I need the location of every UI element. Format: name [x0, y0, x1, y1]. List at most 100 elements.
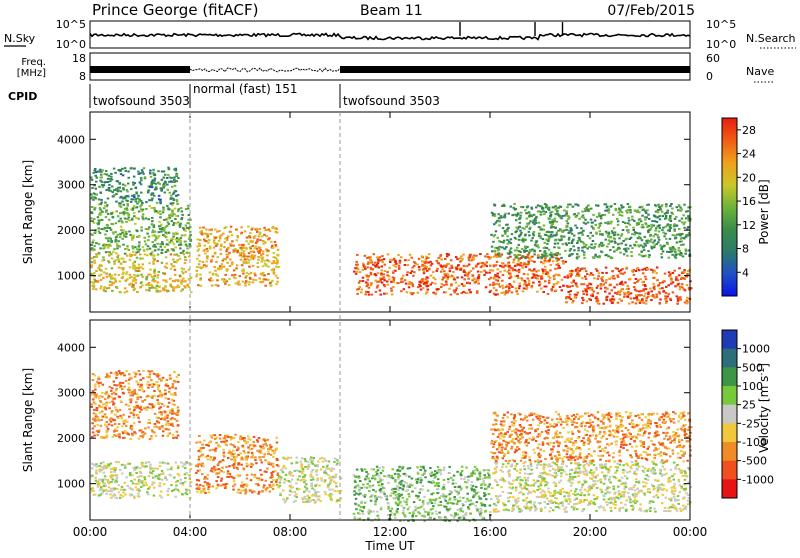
heatmap-cell	[577, 272, 580, 274]
heatmap-cell	[211, 259, 214, 261]
heatmap-cell	[179, 224, 182, 226]
heatmap-cell	[105, 251, 108, 253]
heatmap-cell	[109, 493, 112, 495]
heatmap-cell	[132, 198, 135, 200]
heatmap-cell	[178, 474, 181, 476]
heatmap-cell	[473, 256, 476, 258]
heatmap-cell	[647, 214, 650, 216]
heatmap-cell	[205, 261, 208, 263]
heatmap-cell	[116, 180, 119, 182]
heatmap-cell	[184, 477, 187, 479]
heatmap-cell	[213, 266, 216, 268]
heatmap-cell	[117, 240, 120, 242]
heatmap-cell	[443, 284, 446, 286]
heatmap-cell	[142, 258, 145, 260]
heatmap-cell	[357, 268, 360, 270]
heatmap-cell	[276, 263, 279, 265]
heatmap-cell	[530, 250, 533, 252]
heatmap-cell	[101, 219, 104, 221]
heatmap-cell	[308, 464, 311, 466]
heatmap-cell	[590, 208, 593, 210]
heatmap-cell	[559, 228, 562, 230]
heatmap-cell	[550, 214, 553, 216]
heatmap-cell	[168, 168, 171, 170]
heatmap-cell	[93, 374, 96, 376]
heatmap-cell	[153, 195, 156, 197]
heatmap-cell	[100, 270, 103, 272]
heatmap-cell	[95, 197, 98, 199]
heatmap-cell	[130, 276, 133, 278]
heatmap-cell	[519, 251, 522, 253]
heatmap-cell	[118, 423, 121, 425]
heatmap-cell	[227, 247, 230, 249]
heatmap-cell	[129, 438, 132, 440]
heatmap-cell	[372, 268, 375, 270]
heatmap-cell	[94, 262, 97, 264]
heatmap-cell	[230, 226, 233, 228]
heatmap-cell	[661, 229, 664, 231]
heatmap-cell	[168, 208, 171, 210]
heatmap-cell	[119, 382, 122, 384]
heatmap-cell	[186, 247, 189, 249]
heatmap-cell	[93, 401, 96, 403]
heatmap-cell	[134, 393, 137, 395]
heatmap-cell	[93, 425, 96, 427]
heatmap-cell	[152, 257, 155, 259]
heatmap-cell	[667, 210, 670, 212]
heatmap-cell	[311, 495, 314, 497]
heatmap-cell	[432, 271, 435, 273]
heatmap-cell	[662, 227, 665, 229]
heatmap-cell	[301, 457, 304, 459]
heatmap-cell	[160, 231, 163, 233]
heatmap-cell	[299, 480, 302, 482]
heatmap-cell	[662, 250, 665, 252]
freq-band-twofsound-2	[340, 66, 690, 73]
heatmap-cell	[533, 214, 536, 216]
heatmap-cell	[195, 275, 198, 277]
heatmap-cell	[324, 493, 327, 495]
heatmap-cell	[171, 286, 174, 288]
heatmap-cell	[255, 279, 257, 281]
range-tick-label: 2000	[57, 224, 85, 237]
heatmap-cell	[122, 420, 125, 422]
heatmap-cell	[176, 431, 179, 433]
heatmap-cell	[605, 272, 608, 274]
heatmap-cell	[228, 465, 231, 467]
heatmap-cell	[91, 490, 94, 492]
cpid-segment-3: twofsound 3503	[343, 94, 440, 108]
heatmap-cell	[358, 282, 361, 284]
heatmap-cell	[389, 261, 392, 263]
heatmap-cell	[416, 264, 419, 266]
heatmap-cell	[241, 244, 244, 246]
heatmap-cell	[148, 384, 151, 386]
heatmap-cell	[98, 228, 101, 230]
heatmap-cell	[413, 265, 416, 267]
heatmap-cell	[208, 239, 211, 241]
heatmap-cell	[142, 484, 145, 486]
heatmap-cell	[202, 465, 205, 467]
heatmap-cell	[531, 237, 534, 239]
heatmap-cell	[623, 253, 626, 255]
heatmap-cell	[117, 417, 120, 419]
heatmap-cell	[678, 247, 681, 249]
heatmap-cell	[509, 272, 512, 274]
heatmap-cell	[304, 496, 307, 498]
heatmap-cell	[131, 245, 134, 247]
heatmap-cell	[660, 253, 663, 255]
heatmap-cell	[90, 394, 93, 396]
heatmap-cell	[165, 397, 168, 399]
heatmap-cell	[163, 405, 166, 407]
heatmap-cell	[274, 241, 277, 243]
heatmap-cell	[317, 461, 320, 463]
heatmap-cell	[473, 279, 476, 281]
heatmap-cell	[618, 243, 621, 245]
heatmap-cell	[105, 489, 108, 491]
heatmap-cell	[279, 482, 282, 484]
heatmap-cell	[604, 214, 607, 216]
heatmap-cell	[99, 479, 102, 481]
heatmap-cell	[681, 237, 684, 239]
heatmap-cell	[612, 295, 615, 297]
heatmap-cell	[517, 212, 520, 214]
heatmap-cell	[177, 435, 180, 437]
heatmap-cell	[680, 299, 683, 301]
